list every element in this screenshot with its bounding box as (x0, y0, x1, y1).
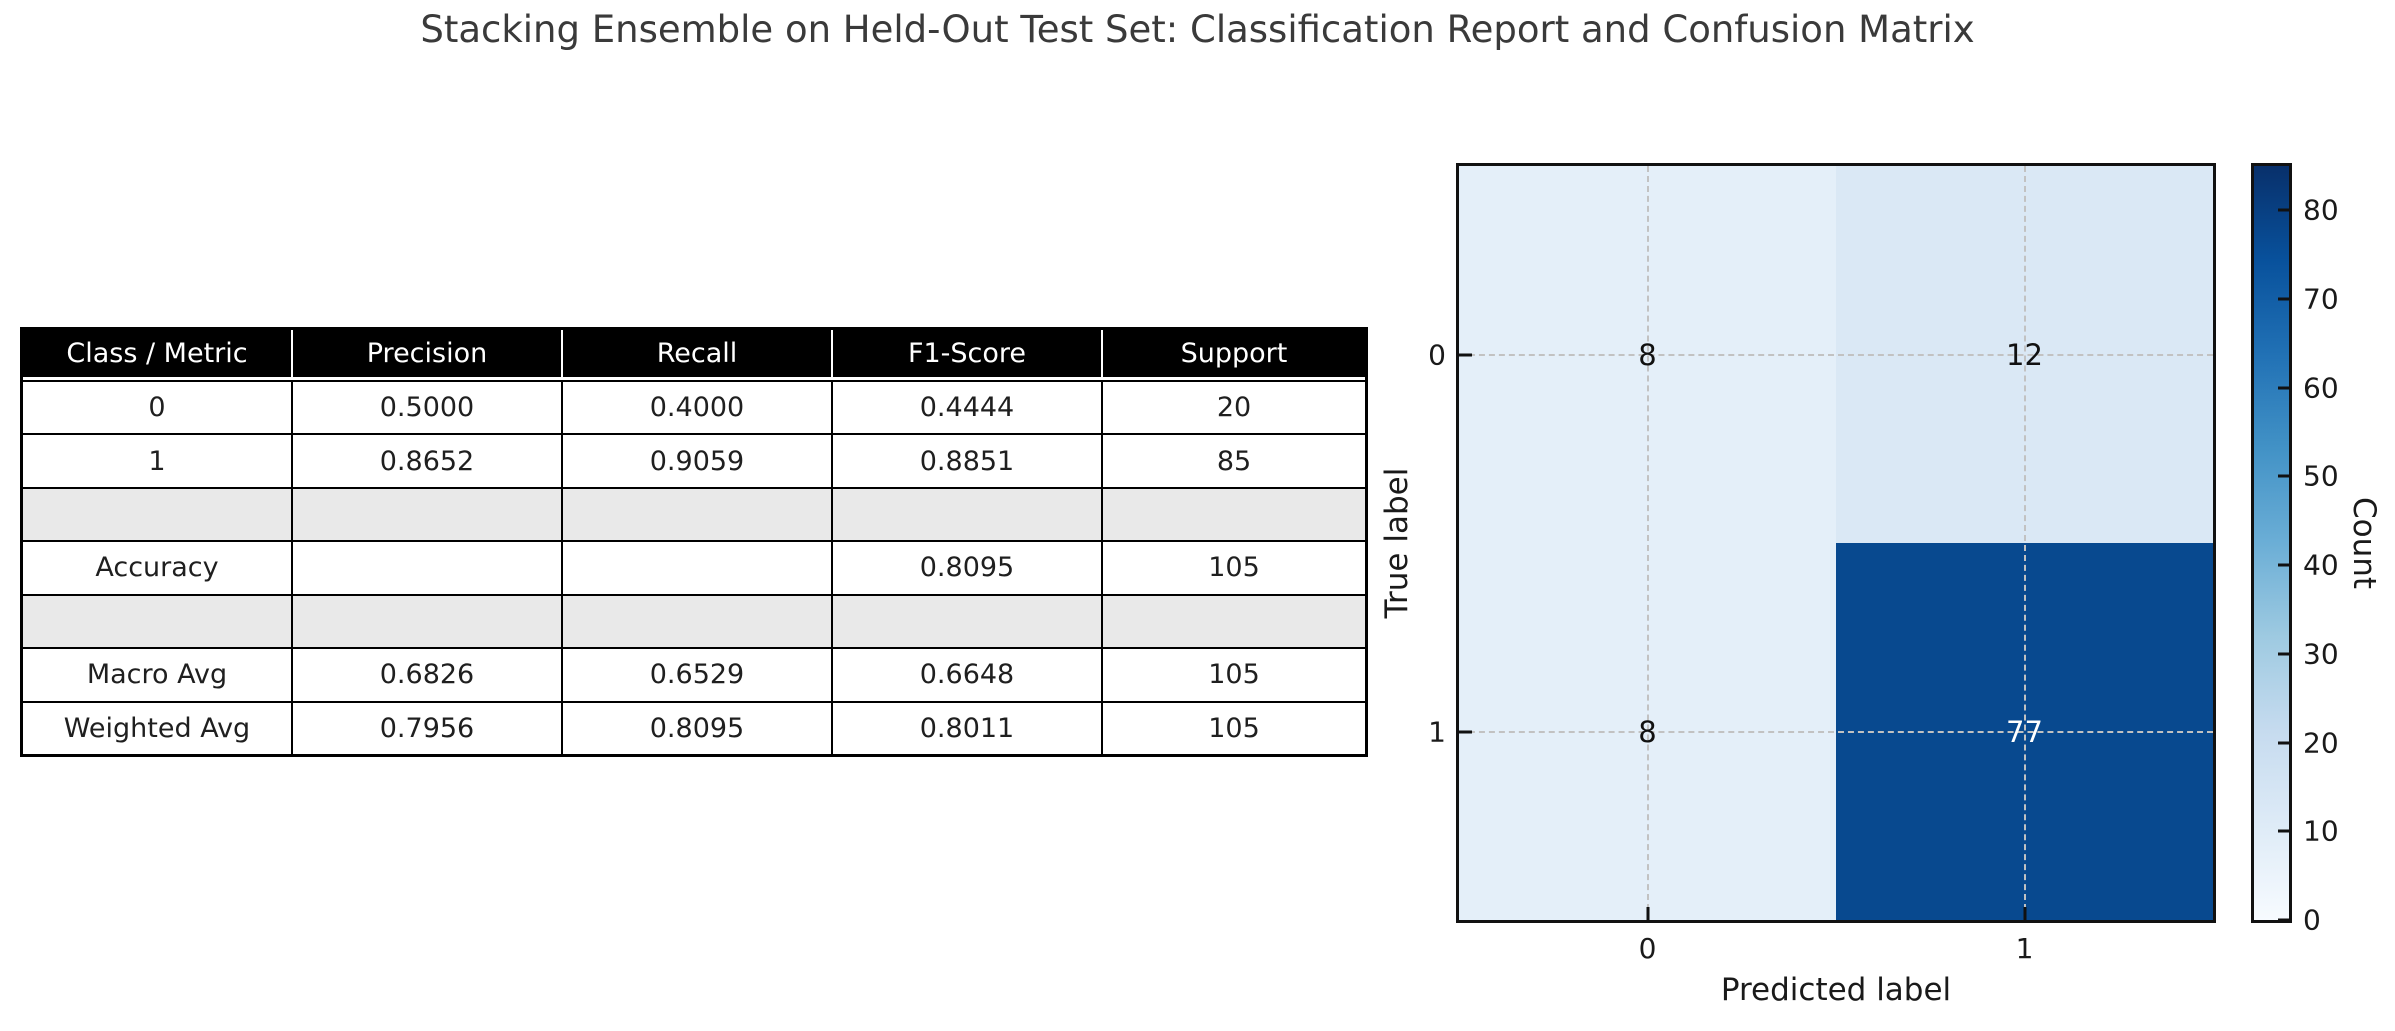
colorbar-tick-label: 20 (2303, 726, 2339, 760)
cm-annotation: 77 (2006, 714, 2043, 749)
colorbar-tick-label: 80 (2303, 193, 2339, 227)
table-cell: 0.8851 (833, 433, 1103, 487)
table-cell: 105 (1103, 647, 1365, 700)
table-cell: 0.6826 (293, 647, 563, 701)
table-cell: Macro Avg (23, 647, 293, 701)
colorbar-tick-mark (2278, 386, 2289, 390)
table-cell: 0.7956 (293, 700, 563, 754)
table-cell: 0.5000 (293, 380, 563, 434)
colorbar-tick-mark (2278, 741, 2289, 745)
colorbar-tick-label: 50 (2303, 459, 2339, 493)
confusion-matrix: 8 12 8 77 0 1 0 1 Predicted label True l… (1379, 163, 2216, 1008)
colorbar-tick-label: 60 (2303, 371, 2339, 405)
table-spacer-cell (1103, 486, 1365, 541)
table-header-support: Support (1103, 330, 1365, 380)
gridline-horizontal (1459, 730, 2213, 733)
table-cell (563, 540, 833, 594)
colorbar: 80 70 60 50 40 30 20 10 0 Count (2251, 163, 2382, 937)
colorbar-tick-label: 10 (2303, 814, 2339, 848)
table-header-precision: Precision (293, 330, 563, 380)
table-spacer-cell (1103, 593, 1365, 648)
y-axis-label: True label (1379, 467, 1415, 619)
confusion-matrix-cells (1459, 166, 2213, 920)
table-header-f1-score: F1-Score (833, 330, 1103, 380)
table-cell: 0.6648 (833, 647, 1103, 701)
x-tick-mark (2023, 907, 2026, 920)
x-tick-mark (1646, 907, 1649, 920)
colorbar-tick-mark (2278, 474, 2289, 478)
table-cell: 105 (1103, 700, 1365, 754)
table-header-class-metric: Class / Metric (23, 330, 293, 380)
table-cell: 20 (1103, 380, 1365, 433)
x-axis-label: Predicted label (1720, 972, 1952, 1008)
table-cell: Weighted Avg (23, 700, 293, 754)
colorbar-axis-label: Count (2346, 496, 2382, 590)
y-tick-mark (1459, 353, 1472, 356)
table-cell (293, 540, 563, 594)
gridline-vertical (1646, 166, 1649, 920)
table-header-recall: Recall (563, 330, 833, 380)
table-cell: 0.4000 (563, 380, 833, 434)
table-cell: 0 (23, 380, 293, 434)
table-cell: 0.8095 (563, 700, 833, 754)
colorbar-tick-mark (2278, 918, 2289, 922)
table-spacer-cell (293, 593, 563, 648)
gridline-horizontal (1459, 353, 2213, 356)
table-spacer-cell (23, 486, 293, 541)
x-tick-label: 0 (1638, 932, 1657, 965)
table-spacer-cell (833, 593, 1103, 648)
colorbar-tick-mark (2278, 208, 2289, 212)
table-cell: 0.4444 (833, 380, 1103, 434)
y-tick-mark (1459, 730, 1472, 733)
table-spacer-cell (293, 486, 563, 541)
gridline-vertical (2023, 166, 2026, 920)
colorbar-tick-label: 70 (2303, 282, 2339, 316)
table-cell: 1 (23, 433, 293, 487)
colorbar-tick-mark (2278, 652, 2289, 656)
classification-report-table: Class / Metric Precision Recall F1-Score… (20, 327, 1368, 757)
x-tick-label: 1 (2015, 932, 2034, 965)
colorbar-tick-label: 40 (2303, 548, 2339, 582)
table-spacer-cell (833, 486, 1103, 541)
table-cell: 0.8652 (293, 433, 563, 487)
colorbar-tick-mark (2278, 829, 2289, 833)
colorbar-tick-mark (2278, 297, 2289, 301)
table-cell: 0.8011 (833, 700, 1103, 754)
table-cell: 105 (1103, 540, 1365, 593)
y-tick-label: 1 (1428, 715, 1446, 748)
cm-annotation: 12 (2006, 337, 2043, 372)
table-cell: 85 (1103, 433, 1365, 486)
figure-title: Stacking Ensemble on Held-Out Test Set: … (420, 8, 1975, 51)
table-cell: Accuracy (23, 540, 293, 594)
table-cell: 0.9059 (563, 433, 833, 487)
cm-annotation: 8 (1638, 337, 1657, 372)
table-spacer-cell (563, 593, 833, 648)
table-cell: 0.8095 (833, 540, 1103, 594)
colorbar-tick-label: 0 (2303, 903, 2321, 937)
cm-annotation: 8 (1638, 714, 1657, 749)
table-spacer-cell (23, 593, 293, 648)
y-tick-label: 0 (1428, 338, 1446, 371)
table-cell: 0.6529 (563, 647, 833, 701)
colorbar-tick-label: 30 (2303, 637, 2339, 671)
table-spacer-cell (563, 486, 833, 541)
colorbar-tick-mark (2278, 563, 2289, 567)
